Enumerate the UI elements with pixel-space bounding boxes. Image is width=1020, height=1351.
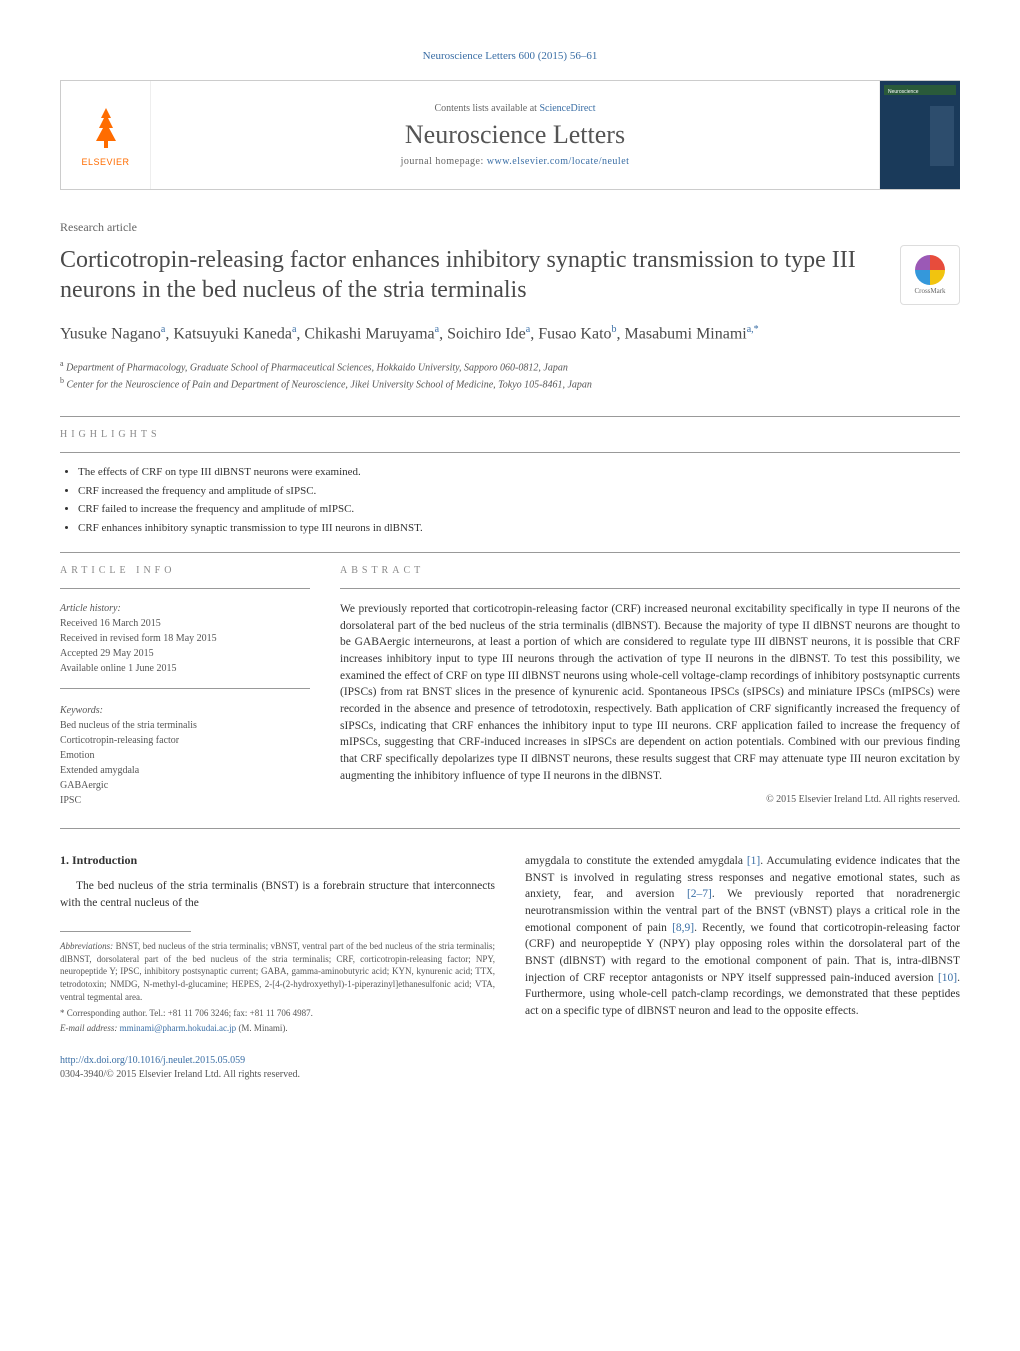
keyword-line: Emotion	[60, 748, 310, 763]
crossmark-label: CrossMark	[914, 287, 945, 295]
rule	[60, 452, 960, 453]
introduction-heading: 1. Introduction	[60, 853, 495, 868]
history-line: Received in revised form 18 May 2015	[60, 631, 310, 646]
rule	[60, 688, 310, 689]
article-title: Corticotropin-releasing factor enhances …	[60, 245, 880, 305]
elsevier-wordmark: ELSEVIER	[81, 157, 129, 167]
abstract-header: abstract	[340, 565, 960, 576]
keywords-label: Keywords:	[60, 703, 310, 718]
footnote-rule	[60, 931, 191, 932]
rule	[60, 828, 960, 829]
crossmark-badge[interactable]: CrossMark	[900, 245, 960, 305]
elsevier-tree-icon	[81, 103, 131, 153]
article-info-header: article info	[60, 565, 310, 576]
journal-name: Neuroscience Letters	[151, 120, 879, 150]
contents-line: Contents lists available at ScienceDirec…	[151, 103, 879, 114]
corresponding-footnote: * Corresponding author. Tel.: +81 11 706…	[60, 1007, 495, 1020]
affiliation-line: b Center for the Neuroscience of Pain an…	[60, 375, 960, 392]
highlights-list: The effects of CRF on type III dlBNST ne…	[60, 465, 960, 536]
journal-cover-thumbnail[interactable]: Neuroscience	[879, 81, 959, 189]
affiliation-line: a Department of Pharmacology, Graduate S…	[60, 358, 960, 375]
history-line: Received 16 March 2015	[60, 616, 310, 631]
doi-block: http://dx.doi.org/10.1016/j.neulet.2015.…	[60, 1054, 960, 1082]
affiliations: a Department of Pharmacology, Graduate S…	[60, 358, 960, 393]
email-label: E-mail address:	[60, 1023, 120, 1033]
abbrev-label: Abbreviations:	[60, 941, 113, 951]
highlight-item: CRF enhances inhibitory synaptic transmi…	[78, 521, 960, 536]
keywords-block: Keywords: Bed nucleus of the stria termi…	[60, 703, 310, 808]
svg-text:Neuroscience: Neuroscience	[888, 89, 919, 95]
elsevier-logo[interactable]: ELSEVIER	[61, 81, 151, 189]
copyright-line: © 2015 Elsevier Ireland Ltd. All rights …	[340, 794, 960, 805]
doi-link[interactable]: http://dx.doi.org/10.1016/j.neulet.2015.…	[60, 1055, 245, 1066]
crossmark-icon	[915, 255, 945, 285]
contents-prefix: Contents lists available at	[434, 103, 539, 114]
email-footnote: E-mail address: mminami@pharm.hokudai.ac…	[60, 1022, 495, 1035]
keyword-line: Bed nucleus of the stria terminalis	[60, 718, 310, 733]
highlights-header: highlights	[60, 429, 960, 440]
journal-header-box: ELSEVIER Contents lists available at Sci…	[60, 80, 960, 190]
rule	[60, 588, 310, 589]
abbrev-text: BNST, bed nucleus of the stria terminali…	[60, 941, 495, 1001]
rule	[340, 588, 960, 589]
abbreviations-footnote: Abbreviations: BNST, bed nucleus of the …	[60, 940, 495, 1003]
email-link[interactable]: mminami@pharm.hokudai.ac.jp	[120, 1023, 237, 1033]
history-line: Available online 1 June 2015	[60, 661, 310, 676]
email-suffix: (M. Minami).	[236, 1023, 288, 1033]
history-line: Accepted 29 May 2015	[60, 646, 310, 661]
sciencedirect-link[interactable]: ScienceDirect	[539, 103, 595, 114]
intro-paragraph-right: amygdala to constitute the extended amyg…	[525, 853, 960, 1020]
keyword-line: Corticotropin-releasing factor	[60, 733, 310, 748]
issn-copyright: 0304-3940/© 2015 Elsevier Ireland Ltd. A…	[60, 1069, 300, 1080]
intro-paragraph-left: The bed nucleus of the stria terminalis …	[60, 878, 495, 911]
rule	[60, 552, 960, 553]
keyword-line: IPSC	[60, 793, 310, 808]
homepage-prefix: journal homepage:	[401, 156, 487, 167]
journal-reference: Neuroscience Letters 600 (2015) 56–61	[60, 50, 960, 62]
abstract-text: We previously reported that corticotropi…	[340, 601, 960, 784]
history-label: Article history:	[60, 601, 310, 616]
highlight-item: CRF failed to increase the frequency and…	[78, 502, 960, 517]
rule	[60, 416, 960, 417]
keyword-line: GABAergic	[60, 778, 310, 793]
keyword-line: Extended amygdala	[60, 763, 310, 778]
highlight-item: The effects of CRF on type III dlBNST ne…	[78, 465, 960, 480]
article-type-label: Research article	[60, 220, 960, 235]
author-list: Yusuke Naganoa, Katsuyuki Kanedaa, Chika…	[60, 323, 960, 346]
highlight-item: CRF increased the frequency and amplitud…	[78, 484, 960, 499]
header-center: Contents lists available at ScienceDirec…	[151, 81, 879, 189]
homepage-link[interactable]: www.elsevier.com/locate/neulet	[487, 156, 630, 167]
homepage-line: journal homepage: www.elsevier.com/locat…	[151, 156, 879, 167]
article-history: Article history: Received 16 March 2015R…	[60, 601, 310, 676]
